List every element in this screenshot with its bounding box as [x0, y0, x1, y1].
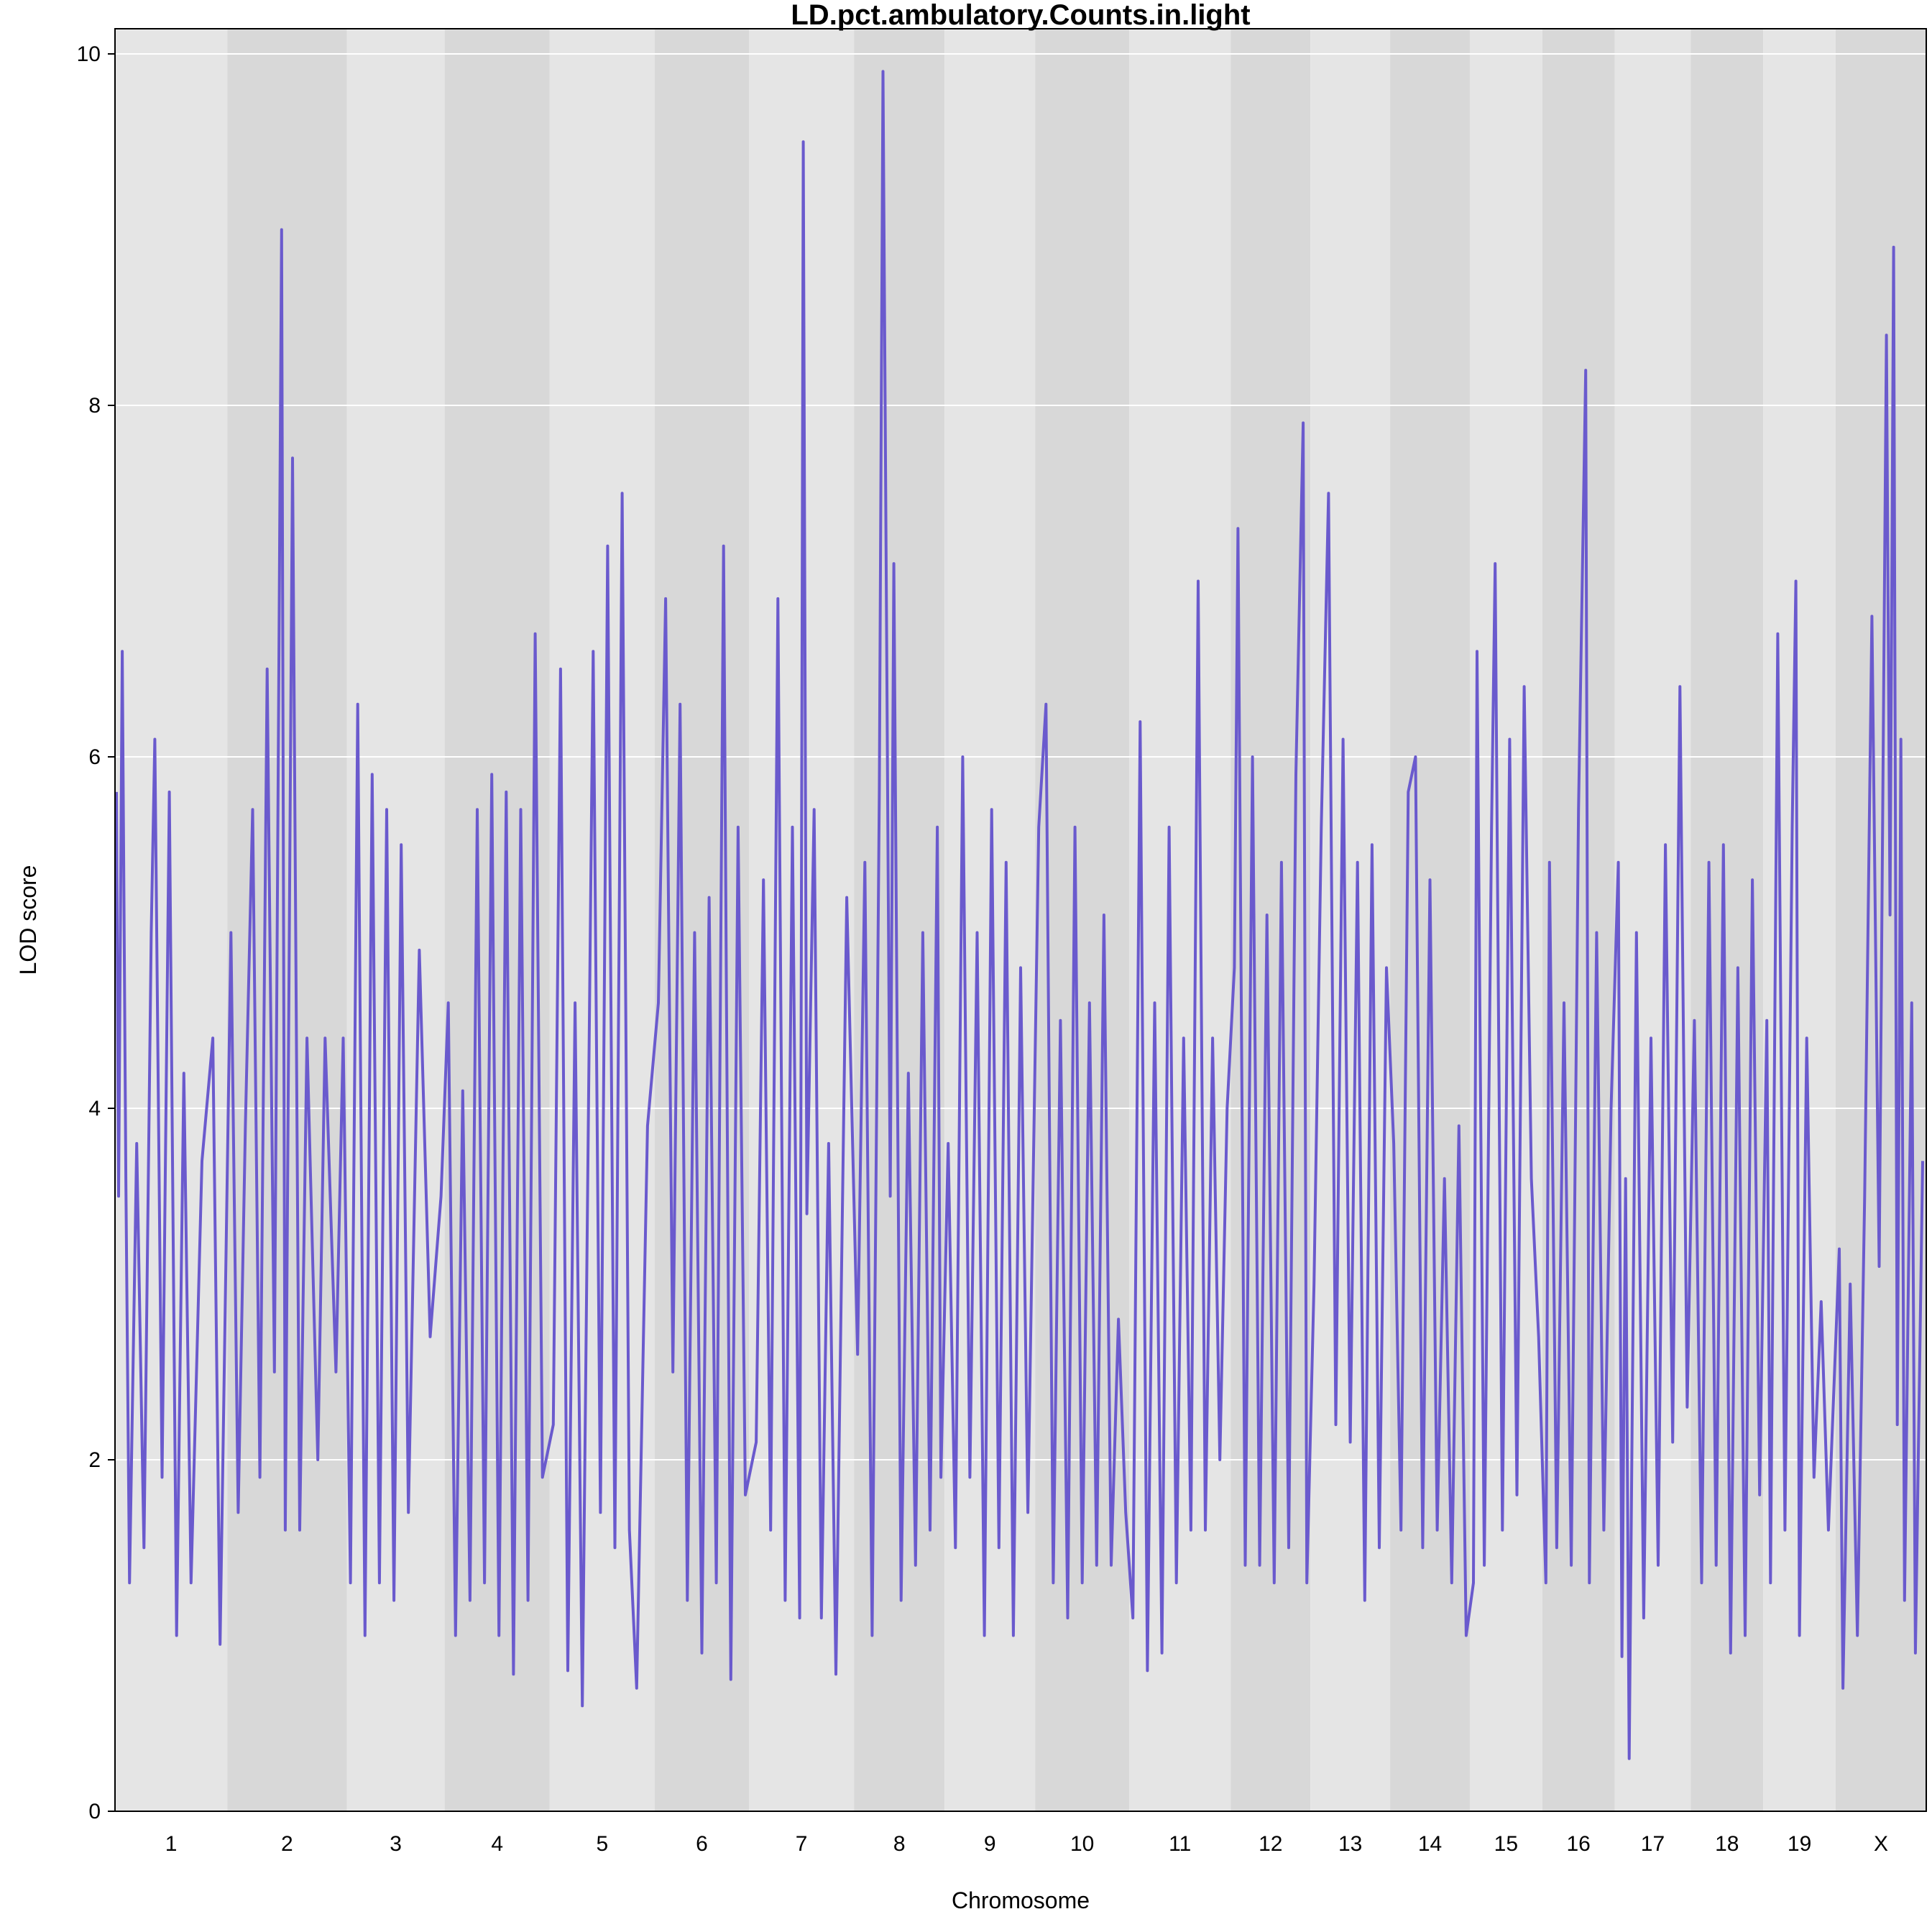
y-tick-label-4: 4 — [88, 1097, 101, 1121]
x-tick-label-X: X — [1874, 1832, 1888, 1856]
x-tick-label-2: 2 — [281, 1832, 293, 1856]
y-tick-label-0: 0 — [88, 1800, 101, 1823]
chromosome-band-11 — [1129, 29, 1231, 1811]
x-tick-label-16: 16 — [1566, 1832, 1590, 1856]
x-tick-label-7: 7 — [796, 1832, 808, 1856]
chromosome-band-2 — [227, 29, 347, 1811]
y-tick-label-2: 2 — [88, 1448, 101, 1472]
x-tick-label-19: 19 — [1788, 1832, 1811, 1856]
x-tick-label-12: 12 — [1259, 1832, 1282, 1856]
x-tick-label-1: 1 — [165, 1832, 178, 1856]
y-axis: 0 2 4 6 8 10 — [77, 42, 115, 1823]
x-tick-label-8: 8 — [893, 1832, 906, 1856]
plot-frame — [114, 28, 1927, 1812]
y-tick-label-10: 10 — [77, 42, 101, 66]
lod-line-0 — [115, 70, 1924, 1760]
x-tick-label-17: 17 — [1641, 1832, 1665, 1856]
x-axis-label: Chromosome — [952, 1887, 1090, 1913]
chromosome-band-17 — [1614, 29, 1691, 1811]
x-tick-label-3: 3 — [390, 1832, 402, 1856]
x-tick-label-10: 10 — [1070, 1832, 1094, 1856]
lod-series — [115, 70, 1924, 1760]
y-tick-label-8: 8 — [88, 394, 101, 418]
chromosome-band-15 — [1469, 29, 1542, 1811]
x-tick-label-4: 4 — [491, 1832, 503, 1856]
chromosome-band-12 — [1230, 29, 1311, 1811]
x-tick-label-15: 15 — [1494, 1832, 1518, 1856]
x-tick-label-18: 18 — [1715, 1832, 1739, 1856]
chart-title: LD.pct.ambulatory.Counts.in.light — [791, 0, 1250, 31]
x-tick-label-14: 14 — [1418, 1832, 1442, 1856]
y-tick-label-6: 6 — [88, 745, 101, 769]
x-tick-label-6: 6 — [696, 1832, 708, 1856]
x-tick-label-9: 9 — [984, 1832, 996, 1856]
x-tick-label-11: 11 — [1169, 1832, 1191, 1856]
chromosome-band-13 — [1310, 29, 1391, 1811]
x-tick-label-13: 13 — [1338, 1832, 1362, 1856]
x-axis: 1 2 3 4 5 6 7 8 9 10 11 12 13 14 15 16 17 18 19 X — [165, 1832, 1888, 1856]
y-axis-label: LOD score — [15, 865, 41, 975]
x-tick-label-5: 5 — [597, 1832, 609, 1856]
